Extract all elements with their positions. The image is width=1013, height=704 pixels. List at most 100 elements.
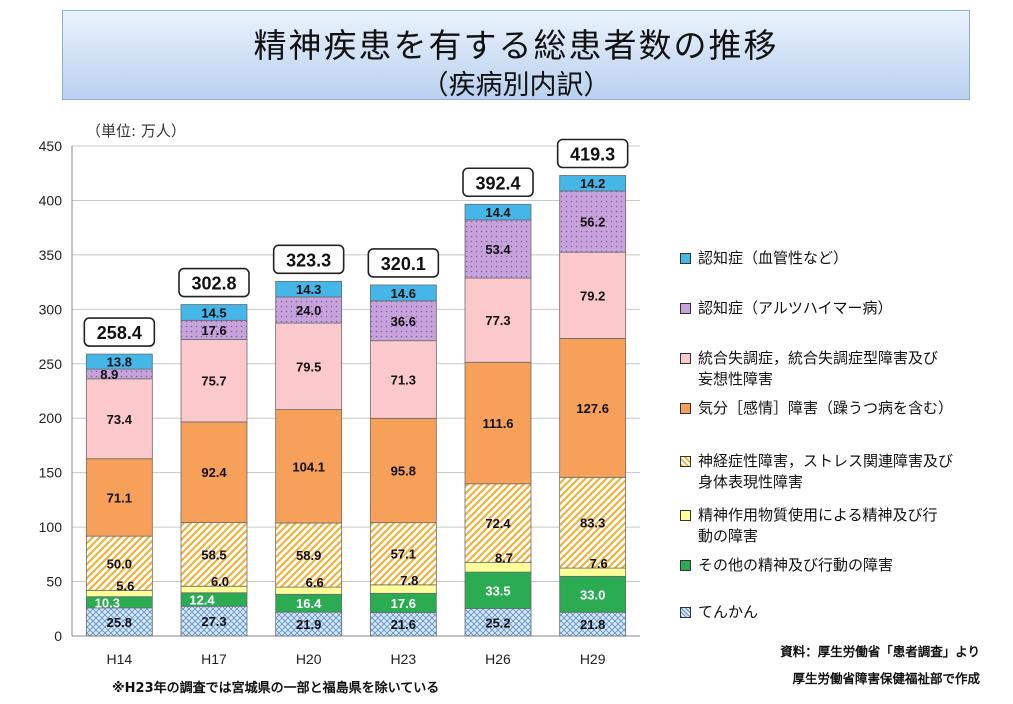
data-label: 6.6 (306, 575, 324, 590)
total-box (556, 138, 629, 169)
chart-title: 精神疾患を有する総患者数の推移 (253, 26, 779, 65)
data-label: 25.8 (107, 615, 132, 630)
data-label: 58.5 (201, 547, 226, 562)
data-label: 25.2 (485, 615, 510, 630)
bar-segment (464, 361, 532, 485)
legend-swatch (680, 303, 691, 314)
bar-segment (180, 522, 248, 587)
bar-segment (464, 219, 532, 279)
data-label: 7.8 (400, 573, 418, 588)
bar-segment (85, 353, 153, 370)
bar-segment (559, 476, 627, 569)
bar-segment (85, 458, 153, 537)
data-label: 79.5 (296, 359, 321, 374)
data-label: 13.8 (107, 355, 132, 370)
y-tick-label: 100 (39, 519, 63, 535)
data-label: 75.7 (201, 374, 226, 389)
data-label: 12.4 (189, 593, 215, 608)
data-label: 21.8 (580, 617, 605, 632)
gridlines (72, 145, 640, 637)
legend-label: 気分［感情］障害（躁うつ病を含む） (698, 399, 954, 417)
legend-label: 精神作用物質使用による精神及び行 動の障害 (698, 506, 938, 545)
y-tick-label: 400 (39, 192, 63, 208)
data-label: 17.6 (201, 323, 226, 338)
chart-subtitle: （疾病別内訳） (421, 70, 611, 101)
x-tick-label: H14 (106, 651, 132, 667)
bar-segment (464, 571, 532, 609)
y-tick-label: 350 (39, 247, 63, 263)
data-label: 17.6 (391, 596, 416, 611)
data-label: 71.3 (391, 373, 416, 388)
legend-swatch (680, 353, 691, 364)
bar-segment (464, 203, 532, 221)
data-label: 53.4 (485, 242, 511, 257)
legend-swatch (680, 456, 691, 467)
x-tick-label: H29 (580, 651, 606, 667)
data-label: 79.2 (580, 288, 605, 303)
data-label: 56.2 (580, 215, 605, 230)
source-line-2: 厚生労働省障害保健福祉部で作成 (792, 671, 980, 686)
data-label: 14.3 (296, 282, 321, 297)
legend-label: 神経症性障害，ストレス関連障害及び 身体表現性障害 (698, 452, 954, 491)
bar-segment (180, 339, 248, 423)
bar-segment (464, 483, 532, 564)
data-label: 72.4 (485, 516, 511, 531)
legend-swatch (680, 560, 691, 571)
data-label: 95.8 (391, 463, 416, 478)
legend-swatch (680, 403, 691, 414)
title-banner: 精神疾患を有する総患者数の推移 （疾病別内訳） (62, 10, 970, 101)
data-label: 14.4 (485, 205, 511, 220)
total-box (178, 267, 250, 298)
data-label: 57.1 (391, 547, 416, 562)
data-label: 77.3 (485, 313, 510, 328)
bar-segment (369, 300, 437, 342)
data-label: 33.5 (485, 583, 510, 598)
bar-segment (275, 522, 343, 588)
source-note: 資料：厚生労働省「患者調査」より 厚生労働省障害保健福祉部で作成 (748, 638, 980, 692)
bar-segment (275, 409, 343, 524)
bar-segment (85, 378, 153, 460)
source-line-1: 資料：厚生労働省「患者調査」より (780, 644, 980, 659)
bar-segment (85, 535, 153, 591)
y-axis: 0 50 100 150 200 250 300 350 400 450 H14 H17 H20 H23 H… (39, 138, 606, 667)
data-label: 21.6 (391, 617, 416, 632)
data-label: 8.7 (495, 551, 513, 566)
y-tick-label: 250 (39, 356, 63, 372)
y-tick-label: 200 (39, 410, 63, 426)
bar-segment (559, 251, 627, 339)
total-box (367, 248, 440, 278)
data-label: 73.4 (107, 412, 133, 427)
total-box (83, 317, 156, 347)
data-label: 16.4 (296, 596, 322, 611)
data-label: 36.6 (391, 314, 416, 329)
bar-segment (180, 304, 248, 321)
data-label: 50.0 (107, 556, 132, 571)
x-tick-label: H17 (201, 651, 227, 667)
bar-labels: 25.8 10.35.6 50.0 71.1 73.4 8.913.8 258.4 27.3 1… (83, 138, 629, 632)
data-label: 33.0 (580, 587, 605, 602)
legend-label: 認知症（血管性など） (698, 249, 849, 267)
total-label: 320.1 (381, 254, 426, 274)
bar-segment (464, 277, 532, 363)
y-tick-label: 450 (39, 138, 63, 154)
legend-label: 統合失調症，統合失調症型障害及び 妄想性障害 (698, 349, 939, 388)
bar-segment (180, 421, 248, 523)
unit-label: （単位: 万人） (86, 122, 186, 140)
legend-swatch (680, 510, 691, 521)
data-label: 14.6 (391, 286, 416, 301)
data-label: 21.9 (296, 617, 321, 632)
legend-swatch (680, 253, 691, 264)
bars (85, 175, 627, 637)
data-label: 7.6 (590, 556, 608, 571)
legend-label: その他の精神及び行動の障害 (698, 556, 894, 574)
data-label: 83.3 (580, 516, 605, 531)
bar-segment (369, 522, 437, 586)
data-label: 104.1 (292, 459, 325, 474)
x-tick-label: H26 (485, 651, 511, 667)
y-tick-label: 300 (39, 301, 63, 317)
data-label: 5.6 (116, 579, 134, 594)
total-label: 302.8 (191, 274, 236, 294)
data-label: 27.3 (201, 614, 226, 629)
data-label: 14.5 (201, 305, 226, 320)
